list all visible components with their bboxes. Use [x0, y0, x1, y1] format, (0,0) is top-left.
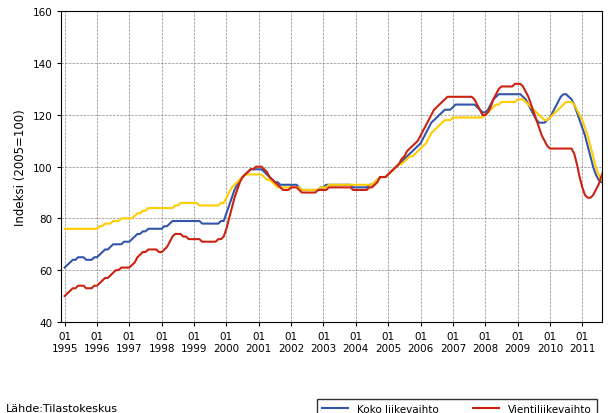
- Kotimaan liikevaihto: [349, 183, 357, 188]
- Kotimaan liikevaihto: [61, 227, 68, 232]
- Text: Lähde:Tilastokeskus: Lähde:Tilastokeskus: [6, 403, 118, 413]
- Vientiliikevaihto: [66, 289, 74, 294]
- Line: Vientiliikevaihto: Vientiliikevaihto: [64, 85, 614, 297]
- Koko liikevaihto: [508, 93, 516, 97]
- Koko liikevaihto: [495, 93, 502, 97]
- Legend: Koko liikevaihto, Kotimaan liikevaihto, Vientiliikevaihto: Koko liikevaihto, Kotimaan liikevaihto, …: [317, 399, 597, 413]
- Kotimaan liikevaihto: [568, 100, 575, 105]
- Koko liikevaihto: [306, 188, 314, 193]
- Line: Kotimaan liikevaihto: Kotimaan liikevaihto: [64, 100, 614, 229]
- Koko liikevaihto: [568, 98, 575, 103]
- Line: Koko liikevaihto: Koko liikevaihto: [64, 95, 614, 268]
- Kotimaan liikevaihto: [419, 144, 427, 149]
- Koko liikevaihto: [268, 178, 276, 183]
- Vientiliikevaihto: [511, 82, 519, 87]
- Vientiliikevaihto: [179, 235, 187, 240]
- Vientiliikevaihto: [341, 185, 349, 190]
- Kotimaan liikevaihto: [514, 98, 521, 103]
- Kotimaan liikevaihto: [306, 188, 314, 193]
- Vientiliikevaihto: [61, 294, 68, 299]
- Vientiliikevaihto: [328, 185, 335, 190]
- Koko liikevaihto: [61, 266, 68, 271]
- Vientiliikevaihto: [568, 147, 575, 152]
- Koko liikevaihto: [419, 136, 427, 141]
- Y-axis label: Indeksi (2005=100): Indeksi (2005=100): [14, 109, 27, 225]
- Vientiliikevaihto: [535, 126, 543, 131]
- Koko liikevaihto: [349, 185, 357, 190]
- Kotimaan liikevaihto: [268, 180, 276, 185]
- Kotimaan liikevaihto: [506, 100, 513, 105]
